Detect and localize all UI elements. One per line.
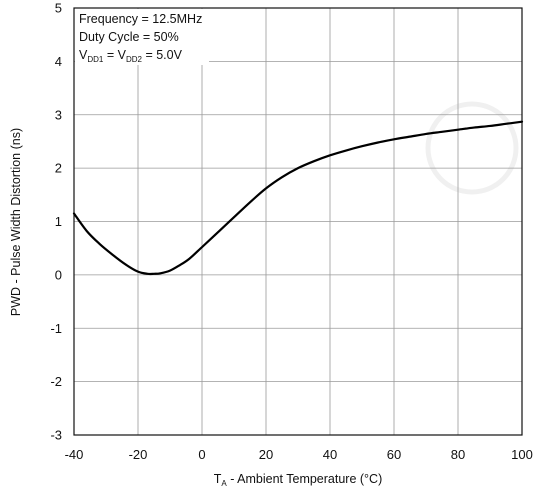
annotation-line3: VDD1 = VDD2 = 5.0V: [79, 48, 183, 64]
plot-frame: [73, 7, 523, 436]
registered-watermark-icon: [425, 101, 519, 195]
y-tick-label: -2: [50, 374, 62, 389]
x-tick-label: 100: [511, 447, 533, 462]
annotation-v-main: V: [79, 48, 88, 62]
annotation-v-sub2: DD2: [126, 55, 143, 64]
x-tick-label: 60: [387, 447, 401, 462]
y-tick-label: -3: [50, 428, 62, 443]
grid: [74, 8, 522, 435]
y-tick-label: 0: [55, 267, 62, 282]
x-axis-label-rest: - Ambient Temperature (°C): [227, 472, 383, 486]
x-axis-label-subscript: A: [221, 479, 227, 488]
x-tick-label: 80: [451, 447, 465, 462]
y-tick-label: 1: [55, 214, 62, 229]
x-tick-label: 40: [323, 447, 337, 462]
x-tick-label: 20: [259, 447, 273, 462]
annotation-v-eq: = V: [103, 48, 126, 62]
annotation-line1: Frequency = 12.5MHz: [79, 12, 202, 26]
y-tick-label: 5: [55, 1, 62, 16]
x-tick-labels: -40 -20 0 20 40 60 80 100: [65, 447, 533, 462]
watermark: [425, 101, 519, 195]
x-tick-label: -40: [65, 447, 84, 462]
y-tick-labels: 5 4 3 2 1 0 -1 -2 -3: [50, 1, 62, 443]
annotation-line2: Duty Cycle = 50%: [79, 30, 179, 44]
series-line: [72, 120, 524, 276]
y-tick-label: 4: [55, 54, 62, 69]
y-tick-label: 2: [55, 161, 62, 176]
annotation-v-sub1: DD1: [87, 55, 104, 64]
x-tick-label: 0: [198, 447, 205, 462]
x-axis-label-prefix: T: [214, 472, 222, 486]
y-tick-label: 3: [55, 107, 62, 122]
annotation-v-val: = 5.0V: [142, 48, 183, 62]
y-tick-label: -1: [50, 321, 62, 336]
x-axis-label: TA - Ambient Temperature (°C): [214, 472, 383, 488]
y-axis-label: PWD - Pulse Width Distortion (ns): [9, 128, 23, 316]
annotation-box: [75, 9, 209, 65]
x-tick-label: -20: [129, 447, 148, 462]
